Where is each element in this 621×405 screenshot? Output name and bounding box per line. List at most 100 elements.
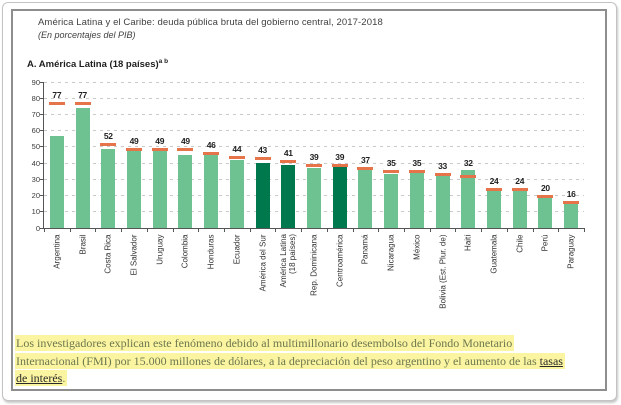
- caption-line-3: de interés.: [15, 370, 603, 388]
- bar: [461, 169, 476, 228]
- bar: [384, 174, 399, 228]
- y-axis-tick-label: 30: [31, 174, 40, 184]
- x-axis-label: América Latina (18 países): [279, 234, 298, 288]
- plot-area: 0 10 20 30 40 50 60 70 80 90 77 Argentina 77 Brasil 52…: [32, 78, 585, 308]
- x-axis-tick: [249, 228, 251, 232]
- x-axis-tick: [429, 228, 431, 232]
- bar-value-label: 49: [155, 135, 165, 146]
- bar-value-label: 37: [360, 154, 370, 165]
- x-axis-label: Argentina: [52, 234, 62, 269]
- bar: [487, 190, 501, 228]
- y-axis-tick: [40, 211, 44, 213]
- x-axis-label: Brasil: [78, 234, 88, 255]
- bar-value-label: 32: [463, 157, 473, 168]
- x-axis-label: El Salvador: [129, 234, 139, 275]
- y-axis-tick: [40, 178, 44, 180]
- caption-text: Internacional (FMI) por 15.000 millones …: [16, 353, 540, 368]
- bar-value-label: 39: [309, 151, 319, 162]
- marker-dash: [228, 155, 245, 159]
- y-axis-tick: [40, 162, 44, 164]
- x-axis-label: Colombia: [180, 234, 190, 268]
- x-axis-tick: [326, 228, 328, 232]
- y-axis-tick: [40, 97, 44, 99]
- tasas-de-interes-link[interactable]: de interés: [16, 371, 63, 385]
- bar: [101, 148, 116, 228]
- gridline: [44, 97, 584, 99]
- bar-value-label: 41: [283, 148, 293, 159]
- y-axis-tick: [40, 130, 44, 132]
- panel-title-text: A. América Latina (18 países): [27, 59, 159, 71]
- marker-dash: [537, 194, 554, 198]
- bar-value-label: 49: [180, 135, 190, 146]
- y-axis-tick-label: 0: [35, 223, 40, 233]
- x-axis-tick: [95, 228, 97, 232]
- marker-dash: [74, 102, 91, 106]
- figure-inner-frame: América Latina y el Caribe: deuda públic…: [11, 9, 607, 391]
- highlighted-text: de interés.: [15, 370, 68, 386]
- bar: [538, 195, 553, 228]
- caption-text: .: [62, 371, 66, 385]
- bar: [204, 155, 219, 228]
- tasas-de-interes-link[interactable]: tasas: [539, 353, 563, 368]
- marker-dash: [203, 152, 220, 156]
- bar-value-label: 39: [335, 151, 345, 162]
- highlighted-text: Internacional (FMI) por 15.000 millones …: [15, 352, 565, 369]
- x-axis-tick: [172, 228, 174, 232]
- x-axis-label: Rep. Dominicana: [309, 234, 319, 296]
- marker-dash: [306, 163, 322, 167]
- x-axis-tick: [506, 228, 508, 232]
- caption-line-2: Internacional (FMI) por 15.000 millones …: [15, 352, 603, 371]
- gridline: [44, 162, 584, 164]
- x-axis-label: Centroamérica: [335, 234, 345, 287]
- gridline: [44, 146, 584, 148]
- x-axis-tick: [558, 228, 560, 232]
- marker-dash: [151, 147, 168, 151]
- y-axis-tick-label: 90: [31, 77, 40, 87]
- bar-value-label: 77: [78, 90, 87, 101]
- x-axis-tick: [481, 228, 483, 232]
- x-axis-tick: [378, 228, 380, 232]
- gridline: [44, 130, 584, 132]
- marker-dash: [126, 147, 142, 151]
- x-axis-tick: [532, 228, 534, 232]
- bar-value-label: 43: [258, 145, 267, 156]
- panel-footnote-marker: a b: [158, 58, 169, 65]
- y-axis-tick-label: 60: [31, 126, 40, 136]
- gridline: [44, 113, 584, 115]
- bar-value-label: 52: [103, 130, 113, 141]
- bar: [564, 203, 579, 228]
- bar-value-label: 24: [489, 176, 499, 187]
- x-axis-tick: [224, 228, 225, 232]
- marker-dash: [511, 188, 528, 192]
- x-axis-label: Costa Rica: [103, 234, 113, 274]
- caption-line-1: Los investigadores explican este fenómen…: [15, 335, 603, 353]
- y-axis-tick: [40, 227, 44, 229]
- bar-value-label: 44: [232, 143, 242, 154]
- bar: [152, 150, 167, 228]
- x-axis-label: Nicaragua: [386, 234, 396, 271]
- x-axis-label: Honduras: [206, 234, 216, 269]
- highlighted-text: Los investigadores explican este fenómen…: [15, 335, 515, 351]
- x-axis-tick: [121, 228, 123, 232]
- y-axis-tick-label: 50: [31, 142, 40, 152]
- x-axis-tick: [146, 228, 148, 232]
- x-axis-label: Chile: [515, 234, 525, 253]
- y-axis-tick-label: 40: [31, 158, 40, 168]
- marker-dash: [434, 173, 451, 177]
- bar: [229, 159, 244, 228]
- marker-dash: [408, 170, 425, 174]
- marker-dash: [563, 201, 580, 205]
- x-axis-label: México: [412, 234, 422, 260]
- marker-dash: [486, 188, 502, 192]
- x-axis-label: Haití: [463, 234, 473, 251]
- y-axis-tick-label: 80: [31, 93, 40, 103]
- gridline: [44, 81, 584, 83]
- bar: [75, 107, 90, 228]
- x-axis-label: Bolivia (Est. Plur. de): [438, 234, 448, 309]
- bar-value-label: 49: [129, 135, 139, 146]
- marker-dash: [383, 170, 400, 174]
- x-axis-tick: [69, 228, 71, 232]
- figure-subtitle: (En porcentajes del PIB): [38, 30, 136, 40]
- marker-dash: [460, 175, 477, 179]
- x-axis-tick: [44, 228, 45, 232]
